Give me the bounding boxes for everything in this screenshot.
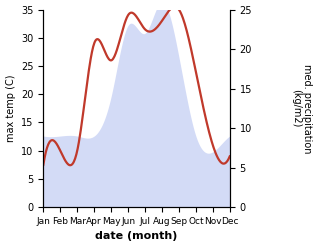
Y-axis label: max temp (C): max temp (C)	[5, 75, 16, 142]
X-axis label: date (month): date (month)	[95, 231, 178, 242]
Y-axis label: med. precipitation
(kg/m2): med. precipitation (kg/m2)	[291, 64, 313, 153]
